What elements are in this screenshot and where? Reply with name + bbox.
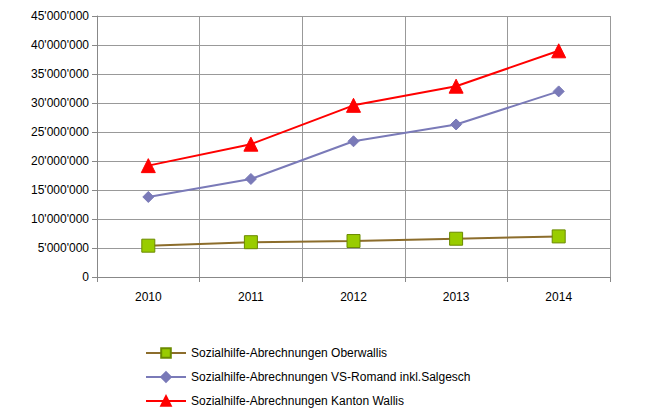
- svg-text:45'000'000: 45'000'000: [31, 9, 89, 23]
- svg-text:Sozialhilfe-Abrechnungen Kanto: Sozialhilfe-Abrechnungen Kanton Wallis: [191, 394, 404, 408]
- svg-text:30'000'000: 30'000'000: [31, 96, 89, 110]
- svg-text:35'000'000: 35'000'000: [31, 67, 89, 81]
- svg-text:10'000'000: 10'000'000: [31, 212, 89, 226]
- svg-text:2014: 2014: [545, 290, 572, 304]
- svg-text:20'000'000: 20'000'000: [31, 154, 89, 168]
- svg-text:2011: 2011: [238, 290, 264, 304]
- svg-text:40'000'000: 40'000'000: [31, 38, 89, 52]
- svg-text:2013: 2013: [443, 290, 470, 304]
- svg-text:2010: 2010: [135, 290, 162, 304]
- svg-text:0: 0: [82, 270, 89, 284]
- svg-text:2012: 2012: [340, 290, 367, 304]
- svg-text:5'000'000: 5'000'000: [38, 241, 90, 255]
- svg-text:Sozialhilfe-Abrechnungen Oberw: Sozialhilfe-Abrechnungen Oberwallis: [191, 346, 387, 360]
- svg-text:25'000'000: 25'000'000: [31, 125, 89, 139]
- svg-text:Sozialhilfe-Abrechnungen VS-Ro: Sozialhilfe-Abrechnungen VS-Romand inkl.…: [191, 370, 471, 384]
- svg-text:15'000'000: 15'000'000: [31, 183, 89, 197]
